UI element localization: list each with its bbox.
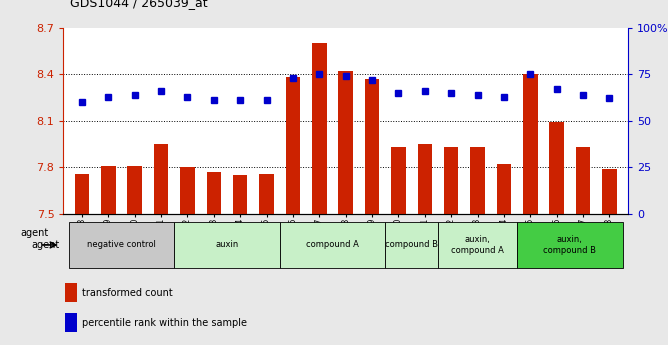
Bar — [65, 313, 77, 332]
Bar — [233, 175, 247, 214]
Bar — [312, 43, 327, 214]
Bar — [65, 284, 77, 302]
Bar — [438, 222, 517, 268]
Bar — [550, 122, 564, 214]
Bar — [470, 147, 485, 214]
Bar — [385, 222, 438, 268]
Text: compound A: compound A — [306, 240, 359, 249]
Text: negative control: negative control — [87, 240, 156, 249]
Bar — [391, 147, 405, 214]
Bar — [128, 166, 142, 214]
Bar — [259, 174, 274, 214]
Text: auxin,
compound A: auxin, compound A — [451, 235, 504, 255]
Text: agent: agent — [32, 240, 60, 250]
Text: auxin: auxin — [215, 240, 238, 249]
Bar — [286, 77, 300, 214]
Bar — [576, 147, 591, 214]
Text: agent: agent — [21, 228, 49, 238]
Bar — [365, 79, 379, 214]
Bar — [523, 74, 538, 214]
Bar — [154, 144, 168, 214]
Bar — [418, 144, 432, 214]
Bar — [339, 71, 353, 214]
Text: auxin,
compound B: auxin, compound B — [543, 235, 597, 255]
Bar — [206, 172, 221, 214]
Text: compound B: compound B — [385, 240, 438, 249]
Text: transformed count: transformed count — [82, 288, 173, 298]
Bar — [180, 167, 194, 214]
Text: percentile rank within the sample: percentile rank within the sample — [82, 318, 247, 327]
Text: GDS1044 / 265039_at: GDS1044 / 265039_at — [70, 0, 208, 9]
Bar — [69, 222, 174, 268]
Bar — [603, 169, 617, 214]
Bar — [280, 222, 385, 268]
Bar — [517, 222, 623, 268]
Bar — [497, 164, 511, 214]
Bar — [444, 147, 458, 214]
Bar — [101, 166, 116, 214]
Bar — [75, 174, 89, 214]
Bar — [174, 222, 280, 268]
